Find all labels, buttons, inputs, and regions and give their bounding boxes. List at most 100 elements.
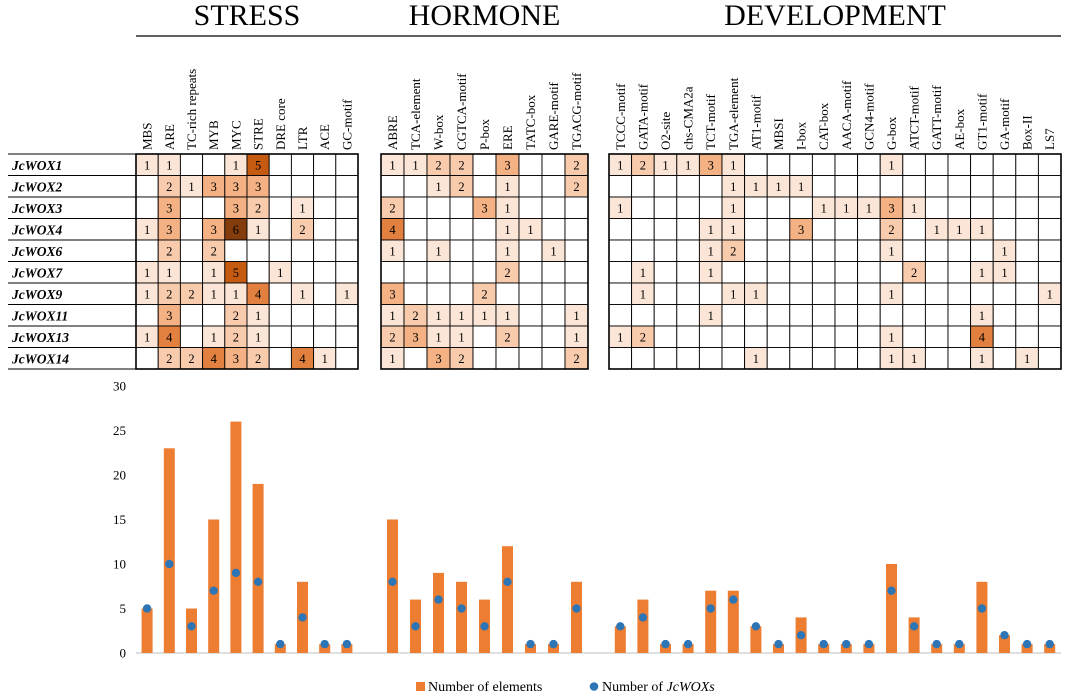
bar-g-box: [886, 564, 897, 653]
heat-cell: [608, 304, 633, 327]
heat-cell: [268, 218, 292, 241]
heat-cell: [970, 175, 994, 198]
heat-cell: [449, 218, 474, 241]
heat-cell-value: 2: [389, 330, 395, 344]
column-header-myc: MYC: [228, 120, 243, 150]
heat-cell: [472, 218, 497, 241]
heat-cell: [179, 218, 204, 241]
legend-label-jcwoxs: Number of JcWOXs: [602, 680, 715, 695]
heat-cell: [268, 282, 292, 305]
heat-cell-value: 1: [299, 287, 305, 301]
point-ga-motif: [1000, 631, 1009, 640]
column-header-ls7: LS7: [1042, 128, 1057, 150]
heat-cell: [879, 261, 904, 284]
heat-cell-value: 3: [166, 309, 172, 323]
heat-cell: [403, 196, 428, 219]
heat-cell-value: 3: [233, 201, 239, 215]
heat-cell: [380, 175, 405, 198]
heat-cell: [676, 261, 700, 284]
heat-cell: [246, 261, 270, 284]
heat-cell-value: 1: [458, 309, 464, 323]
heat-cell: [992, 347, 1017, 370]
row-label-jcwox1: JcWOX1: [11, 158, 62, 173]
row-label-jcwox14: JcWOX14: [11, 351, 69, 366]
column-header-myb: MYB: [206, 120, 221, 150]
heat-cell-value: 3: [211, 180, 217, 194]
heat-cell-value: 1: [211, 330, 217, 344]
legend-swatch-elements: [416, 682, 425, 691]
heat-cell-value: 3: [166, 223, 172, 237]
column-header-ere: ERE: [500, 125, 515, 150]
legend-swatch-jcwoxs: [589, 682, 599, 691]
point-myc: [231, 568, 241, 578]
heat-cell-value: 1: [504, 244, 510, 258]
heat-cell: [834, 325, 859, 348]
point-tga-element: [729, 595, 738, 604]
bar-tatc-box: [525, 644, 536, 653]
row-label-jcwox2: JcWOX2: [11, 179, 62, 194]
y-tick-5: 5: [120, 601, 127, 616]
bar-ga-motif: [999, 635, 1010, 653]
heat-cell: [676, 325, 700, 348]
heat-cell: [811, 282, 836, 305]
heat-cell-value: 1: [708, 266, 714, 280]
bar-gatt-motif: [931, 644, 943, 653]
heat-cell-value: 1: [412, 158, 418, 172]
heat-cell-value: 2: [640, 330, 646, 344]
heat-cell: [335, 175, 359, 198]
heat-cell: [495, 347, 520, 370]
heat-cell-value: 4: [166, 330, 173, 344]
point-abre: [388, 577, 397, 586]
heat-cell-value: 1: [617, 330, 623, 344]
heat-cell-value: 1: [821, 201, 827, 215]
heat-cell: [631, 304, 655, 327]
column-header-gt1-motif: GT1-motif: [974, 93, 989, 150]
heat-cell: [1037, 325, 1062, 348]
point-ltr: [298, 613, 307, 622]
heat-cell: [313, 218, 337, 241]
heat-cell: [834, 239, 859, 262]
heat-cell-value: 2: [255, 352, 261, 366]
heat-cell: [564, 218, 589, 241]
column-header-stre: STRE: [251, 118, 266, 150]
column-header-atct-motif: ATCT-motif: [907, 86, 922, 150]
heat-cell-value: 2: [166, 287, 172, 301]
heat-cell: [268, 196, 292, 219]
heat-cell: [766, 325, 791, 348]
heat-cell: [879, 304, 904, 327]
heat-cell-value: 1: [708, 223, 714, 237]
heat-cell-value: 1: [775, 180, 781, 194]
heat-cell: [902, 153, 926, 176]
heat-cell: [857, 218, 881, 241]
heat-cell: [947, 239, 972, 262]
heat-cell: [879, 175, 904, 198]
heat-cell: [290, 261, 315, 284]
point-gt1-motif: [977, 604, 987, 613]
bar-chart-panel: 0 5 10 15 20 25 30: [113, 379, 1061, 661]
bar-tccc-motif: [614, 626, 626, 653]
heat-cell-value: 1: [1024, 352, 1030, 366]
heat-cell: [970, 153, 994, 176]
heat-cell: [313, 153, 337, 176]
heat-cell: [744, 218, 768, 241]
column-header-at1-motif: AT1-motif: [748, 94, 763, 150]
heat-cell: [268, 304, 292, 327]
heat-cell: [947, 325, 972, 348]
point-gata-motif: [638, 613, 648, 622]
heat-cell-value: 2: [188, 287, 194, 301]
heat-cell: [290, 304, 315, 327]
heat-cell-value: 2: [299, 223, 305, 237]
row-label-jcwox11: JcWOX11: [11, 308, 68, 323]
heat-cell-value: 2: [233, 330, 239, 344]
heat-cell: [676, 196, 700, 219]
heat-cell: [834, 347, 859, 370]
heat-cell: [1037, 196, 1062, 219]
heat-cell-value: 4: [211, 352, 218, 366]
heat-cell: [834, 218, 859, 241]
heat-cell: [653, 218, 678, 241]
heat-cell-value: 2: [481, 287, 487, 301]
heat-cell-value: 1: [188, 180, 194, 194]
heat-cell: [857, 175, 881, 198]
column-header-g-box: G-box: [884, 116, 899, 150]
heat-cell: [721, 261, 746, 284]
